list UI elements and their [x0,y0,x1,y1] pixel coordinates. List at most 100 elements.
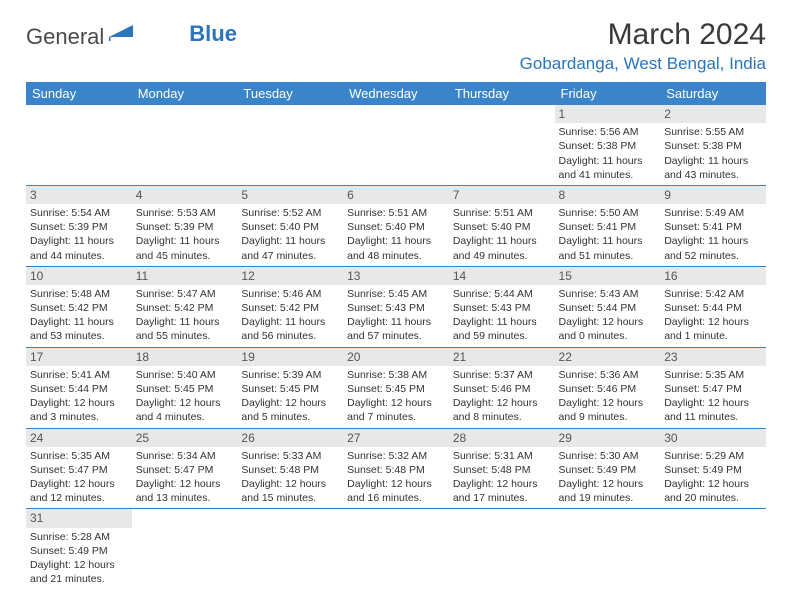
day-number: 12 [237,267,343,285]
sunrise-line: Sunrise: 5:29 AM [664,449,762,463]
sunset-line: Sunset: 5:46 PM [453,382,551,396]
day-number: 14 [449,267,555,285]
daylight-line: Daylight: 12 hours and 20 minutes. [664,477,762,505]
sunset-line: Sunset: 5:48 PM [347,463,445,477]
calendar-day-cell: 3Sunrise: 5:54 AMSunset: 5:39 PMDaylight… [26,185,132,266]
daylight-line: Daylight: 12 hours and 5 minutes. [241,396,339,424]
day-header: Friday [555,82,661,105]
sunrise-line: Sunrise: 5:51 AM [347,206,445,220]
day-details: Sunrise: 5:56 AMSunset: 5:38 PMDaylight:… [555,123,661,185]
calendar-day-cell: 27Sunrise: 5:32 AMSunset: 5:48 PMDayligh… [343,428,449,509]
day-number: 3 [26,186,132,204]
logo-text-1: General [26,24,104,50]
daylight-line: Daylight: 12 hours and 11 minutes. [664,396,762,424]
sunset-line: Sunset: 5:40 PM [347,220,445,234]
sunset-line: Sunset: 5:49 PM [664,463,762,477]
sunset-line: Sunset: 5:43 PM [453,301,551,315]
day-header: Sunday [26,82,132,105]
sunrise-line: Sunrise: 5:32 AM [347,449,445,463]
day-number: 20 [343,348,449,366]
day-number: 11 [132,267,238,285]
day-header-row: SundayMondayTuesdayWednesdayThursdayFrid… [26,82,766,105]
day-header: Thursday [449,82,555,105]
daylight-line: Daylight: 11 hours and 53 minutes. [30,315,128,343]
calendar-day-cell: 7Sunrise: 5:51 AMSunset: 5:40 PMDaylight… [449,185,555,266]
sunset-line: Sunset: 5:42 PM [241,301,339,315]
calendar-week-row: 3Sunrise: 5:54 AMSunset: 5:39 PMDaylight… [26,185,766,266]
daylight-line: Daylight: 11 hours and 45 minutes. [136,234,234,262]
sunrise-line: Sunrise: 5:49 AM [664,206,762,220]
day-number: 5 [237,186,343,204]
daylight-line: Daylight: 12 hours and 9 minutes. [559,396,657,424]
day-number: 17 [26,348,132,366]
calendar-day-cell: 9Sunrise: 5:49 AMSunset: 5:41 PMDaylight… [660,185,766,266]
sunset-line: Sunset: 5:45 PM [347,382,445,396]
calendar-day-cell: 13Sunrise: 5:45 AMSunset: 5:43 PMDayligh… [343,266,449,347]
daylight-line: Daylight: 11 hours and 55 minutes. [136,315,234,343]
sunset-line: Sunset: 5:47 PM [30,463,128,477]
day-details: Sunrise: 5:36 AMSunset: 5:46 PMDaylight:… [555,366,661,428]
calendar-empty-cell [26,105,132,185]
sunrise-line: Sunrise: 5:44 AM [453,287,551,301]
day-details: Sunrise: 5:37 AMSunset: 5:46 PMDaylight:… [449,366,555,428]
calendar-day-cell: 6Sunrise: 5:51 AMSunset: 5:40 PMDaylight… [343,185,449,266]
calendar-week-row: 10Sunrise: 5:48 AMSunset: 5:42 PMDayligh… [26,266,766,347]
day-details: Sunrise: 5:32 AMSunset: 5:48 PMDaylight:… [343,447,449,509]
sunset-line: Sunset: 5:42 PM [30,301,128,315]
calendar-day-cell: 31Sunrise: 5:28 AMSunset: 5:49 PMDayligh… [26,509,132,589]
calendar-empty-cell [237,105,343,185]
sunrise-line: Sunrise: 5:52 AM [241,206,339,220]
daylight-line: Daylight: 12 hours and 15 minutes. [241,477,339,505]
sunset-line: Sunset: 5:47 PM [136,463,234,477]
day-header: Tuesday [237,82,343,105]
day-number: 24 [26,429,132,447]
sunrise-line: Sunrise: 5:53 AM [136,206,234,220]
calendar-day-cell: 5Sunrise: 5:52 AMSunset: 5:40 PMDaylight… [237,185,343,266]
calendar-day-cell: 10Sunrise: 5:48 AMSunset: 5:42 PMDayligh… [26,266,132,347]
day-number: 9 [660,186,766,204]
sunrise-line: Sunrise: 5:40 AM [136,368,234,382]
sunset-line: Sunset: 5:38 PM [559,139,657,153]
sunset-line: Sunset: 5:44 PM [559,301,657,315]
day-number: 29 [555,429,661,447]
day-number: 4 [132,186,238,204]
daylight-line: Daylight: 11 hours and 44 minutes. [30,234,128,262]
daylight-line: Daylight: 12 hours and 1 minute. [664,315,762,343]
sunset-line: Sunset: 5:48 PM [453,463,551,477]
calendar-day-cell: 26Sunrise: 5:33 AMSunset: 5:48 PMDayligh… [237,428,343,509]
day-details: Sunrise: 5:53 AMSunset: 5:39 PMDaylight:… [132,204,238,266]
calendar-empty-cell [449,105,555,185]
sunrise-line: Sunrise: 5:56 AM [559,125,657,139]
calendar-empty-cell [449,509,555,589]
day-details: Sunrise: 5:54 AMSunset: 5:39 PMDaylight:… [26,204,132,266]
calendar-day-cell: 21Sunrise: 5:37 AMSunset: 5:46 PMDayligh… [449,347,555,428]
day-details: Sunrise: 5:28 AMSunset: 5:49 PMDaylight:… [26,528,132,590]
sunrise-line: Sunrise: 5:37 AM [453,368,551,382]
sunset-line: Sunset: 5:41 PM [559,220,657,234]
calendar-empty-cell [555,509,661,589]
sunset-line: Sunset: 5:47 PM [664,382,762,396]
calendar-empty-cell [237,509,343,589]
day-details: Sunrise: 5:29 AMSunset: 5:49 PMDaylight:… [660,447,766,509]
day-details: Sunrise: 5:43 AMSunset: 5:44 PMDaylight:… [555,285,661,347]
sunrise-line: Sunrise: 5:35 AM [664,368,762,382]
day-number: 25 [132,429,238,447]
day-number: 21 [449,348,555,366]
sunset-line: Sunset: 5:49 PM [559,463,657,477]
sunset-line: Sunset: 5:44 PM [30,382,128,396]
sunrise-line: Sunrise: 5:42 AM [664,287,762,301]
calendar-day-cell: 12Sunrise: 5:46 AMSunset: 5:42 PMDayligh… [237,266,343,347]
daylight-line: Daylight: 11 hours and 41 minutes. [559,154,657,182]
calendar-day-cell: 25Sunrise: 5:34 AMSunset: 5:47 PMDayligh… [132,428,238,509]
sunrise-line: Sunrise: 5:47 AM [136,287,234,301]
day-details: Sunrise: 5:38 AMSunset: 5:45 PMDaylight:… [343,366,449,428]
calendar-day-cell: 15Sunrise: 5:43 AMSunset: 5:44 PMDayligh… [555,266,661,347]
day-details: Sunrise: 5:42 AMSunset: 5:44 PMDaylight:… [660,285,766,347]
sunset-line: Sunset: 5:46 PM [559,382,657,396]
day-details: Sunrise: 5:45 AMSunset: 5:43 PMDaylight:… [343,285,449,347]
day-details: Sunrise: 5:40 AMSunset: 5:45 PMDaylight:… [132,366,238,428]
daylight-line: Daylight: 12 hours and 12 minutes. [30,477,128,505]
sunset-line: Sunset: 5:40 PM [241,220,339,234]
day-details: Sunrise: 5:35 AMSunset: 5:47 PMDaylight:… [26,447,132,509]
sunrise-line: Sunrise: 5:48 AM [30,287,128,301]
